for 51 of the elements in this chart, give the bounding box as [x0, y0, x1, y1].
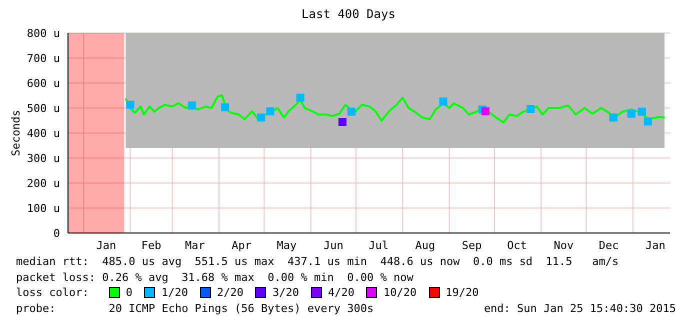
x-tick-label: Aug — [415, 238, 436, 252]
legend-label: 2/20 — [216, 285, 244, 300]
y-tick-label: 800 u — [26, 26, 60, 40]
x-tick-label: Nov — [554, 238, 574, 252]
point — [609, 114, 618, 122]
legend-label: 1/20 — [161, 285, 188, 300]
x-tick-label: Apr — [232, 238, 252, 252]
text: packet loss: 0.26 % avg 31.68 % max 0.00 % min 0.00 % now — [16, 270, 414, 285]
x-tick-label: Dec — [598, 238, 619, 252]
legend-label: 19/20 — [446, 285, 479, 300]
point — [627, 110, 636, 118]
legend-label: 10/20 — [383, 285, 417, 300]
legend-label: 4/20 — [328, 285, 354, 300]
y-tick-label: 700 u — [26, 52, 60, 65]
x-tick-label: Oct — [507, 238, 527, 252]
x-tick-label: May — [276, 238, 298, 252]
point — [644, 118, 652, 126]
point — [221, 103, 230, 112]
legend-title: loss color: — [16, 285, 89, 300]
point — [126, 100, 134, 109]
y-tick-label: 500 u — [26, 102, 60, 115]
text: probe: 20 ICMP Echo Pings (56 Bytes) every 300s — [16, 302, 374, 314]
y-tick-label: 400 u — [26, 126, 60, 140]
point — [257, 114, 266, 122]
point — [439, 98, 448, 106]
point — [266, 107, 274, 116]
point — [347, 108, 356, 116]
text: median rtt: 485.0 us avg 551.5 us max 437.1 us min 448.6 us now 0.0 ms sd 11.5 am/s — [16, 254, 620, 270]
y-tick-label: 0 — [53, 226, 60, 240]
x-tick-label: Jan — [646, 238, 666, 252]
x-tick-label: Jun — [323, 238, 344, 252]
y-tick-label: 200 u — [26, 176, 60, 190]
point — [188, 102, 196, 110]
point — [481, 107, 490, 116]
point — [296, 94, 304, 102]
x-tick-label: Jul — [368, 238, 388, 252]
text: end: Sun Jan 25 15:40:30 2015 — [484, 300, 676, 316]
legend-label: 0 — [126, 285, 132, 300]
x-tick-label: Sep — [462, 238, 482, 252]
point — [526, 105, 535, 113]
y-tick-label: 100 u — [26, 202, 60, 215]
x-tick-label: Mar — [185, 238, 206, 252]
point — [338, 118, 346, 126]
x-tick-label: Jan — [96, 238, 116, 252]
point — [638, 108, 646, 116]
y-tick-label: 300 u — [26, 152, 60, 165]
chart-title: Last 400 Days — [300, 7, 396, 21]
y-axis-title: Seconds — [10, 110, 22, 156]
x-tick-label: Feb — [141, 238, 162, 252]
y-tick-label: 600 u — [26, 76, 60, 90]
legend-label: 3/20 — [272, 285, 299, 300]
